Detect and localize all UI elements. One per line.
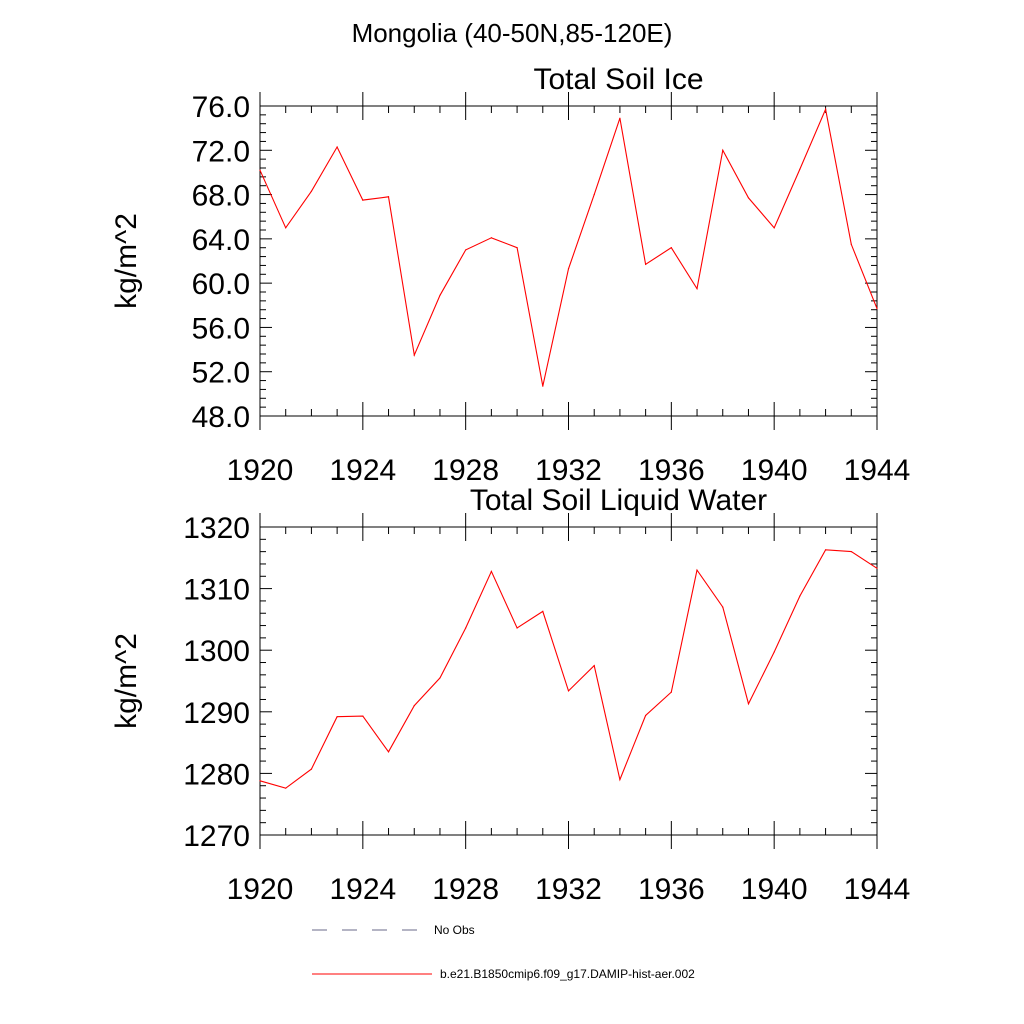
- data-point: [722, 606, 724, 608]
- x-tick-label: 1940: [741, 454, 808, 487]
- data-point: [619, 117, 621, 119]
- data-point: [773, 227, 775, 229]
- data-point: [439, 294, 441, 296]
- data-point: [490, 237, 492, 239]
- data-point: [850, 551, 852, 553]
- legend-label-model-run: b.e21.B1850cmip6.f09_g17.DAMIP-hist-aer.…: [440, 967, 695, 981]
- legend: No Obs b.e21.B1850cmip6.f09_g17.DAMIP-hi…: [312, 923, 695, 981]
- y-tick-label: 52.0: [192, 357, 250, 390]
- data-point: [362, 715, 364, 717]
- data-point: [619, 778, 621, 781]
- panel-total-soil-ice: Total Soil Ice 48.0 52.0 56.0 60.0 64.0 68.0 72…: [110, 63, 910, 487]
- data-point: [876, 567, 878, 569]
- y-tick-label: 1280: [183, 758, 250, 791]
- x-tick-label: 1940: [741, 873, 808, 906]
- data-point: [285, 787, 287, 789]
- data-point: [799, 168, 801, 170]
- x-tick-label: 1936: [638, 873, 705, 906]
- data-point: [824, 108, 827, 110]
- data-point: [387, 751, 390, 753]
- plot-frame: [259, 105, 878, 417]
- y-tick-label: 1270: [183, 820, 250, 853]
- x-tick-label: 1944: [844, 454, 911, 487]
- figure-title: Mongolia (40-50N,85-120E): [352, 18, 673, 48]
- x-tick-label: 1928: [432, 873, 499, 906]
- data-point: [465, 627, 467, 629]
- y-tick-label: 68.0: [192, 180, 250, 213]
- data-point: [799, 595, 801, 597]
- y-tick-label: 1290: [183, 697, 250, 730]
- x-tick-label: 1920: [227, 454, 294, 487]
- panel-title: Total Soil Ice: [533, 63, 703, 96]
- x-tick-label: 1928: [432, 454, 499, 487]
- y-tick-label: 1320: [183, 512, 250, 545]
- y-axis-label: kg/m^2: [110, 633, 143, 729]
- panel-title: Total Soil Liquid Water: [470, 484, 767, 517]
- data-point: [285, 227, 287, 229]
- series-line-b-e21-b1850cmip6-f09-g17-damip-hist-aer-002: [259, 107, 878, 387]
- data-point: [645, 263, 647, 265]
- y-tick-label: 1300: [183, 635, 250, 668]
- plot-frame: [259, 526, 878, 836]
- data-point: [259, 780, 261, 782]
- data-point: [567, 690, 570, 692]
- data-point: [645, 714, 647, 717]
- data-point: [747, 703, 750, 705]
- data-point: [542, 385, 544, 387]
- data-point: [490, 570, 492, 572]
- y-tick-label: 64.0: [192, 224, 250, 257]
- x-tick-label: 1932: [535, 873, 602, 906]
- data-point: [413, 354, 415, 356]
- x-tick-label: 1936: [638, 454, 705, 487]
- data-point: [336, 716, 338, 718]
- data-point: [696, 288, 698, 290]
- data-point: [439, 677, 441, 679]
- series-line-b-e21-b1850cmip6-f09-g17-damip-hist-aer-002: [259, 549, 878, 789]
- x-tick-label: 1920: [227, 873, 294, 906]
- x-tick-label: 1944: [844, 873, 911, 906]
- data-point: [413, 705, 415, 707]
- data-point: [387, 196, 390, 198]
- y-tick-label: 48.0: [192, 401, 250, 434]
- data-point: [336, 146, 338, 148]
- y-tick-label: 72.0: [192, 135, 250, 168]
- data-point: [465, 249, 467, 251]
- data-point: [824, 549, 827, 551]
- y-tick-label: 1310: [183, 574, 250, 607]
- legend-label-no-obs: No Obs: [434, 923, 475, 937]
- data-point: [259, 169, 261, 171]
- data-point: [722, 149, 724, 151]
- data-point: [567, 268, 570, 270]
- y-tick-label: 76.0: [192, 91, 250, 124]
- y-axis-label: kg/m^2: [110, 213, 143, 309]
- data-point: [593, 193, 595, 196]
- data-point: [670, 247, 672, 249]
- data-point: [696, 569, 698, 571]
- data-point: [362, 199, 364, 201]
- data-point: [310, 190, 313, 192]
- data-point: [310, 768, 313, 770]
- data-point: [670, 691, 672, 693]
- data-point: [516, 627, 518, 629]
- x-tick-label: 1924: [329, 873, 396, 906]
- y-tick-label: 60.0: [192, 268, 250, 301]
- data-point: [773, 651, 775, 653]
- data-point: [542, 610, 544, 612]
- data-point: [850, 243, 852, 245]
- data-point: [516, 247, 518, 249]
- y-tick-label: 56.0: [192, 312, 250, 345]
- data-point: [876, 308, 878, 310]
- panel-total-soil-liquid-water: Total Soil Liquid Water 1270 1280 1290 1300 1…: [110, 484, 910, 906]
- x-tick-label: 1924: [329, 454, 396, 487]
- x-tick-label: 1932: [535, 454, 602, 487]
- data-point: [593, 665, 595, 667]
- data-point: [747, 197, 750, 199]
